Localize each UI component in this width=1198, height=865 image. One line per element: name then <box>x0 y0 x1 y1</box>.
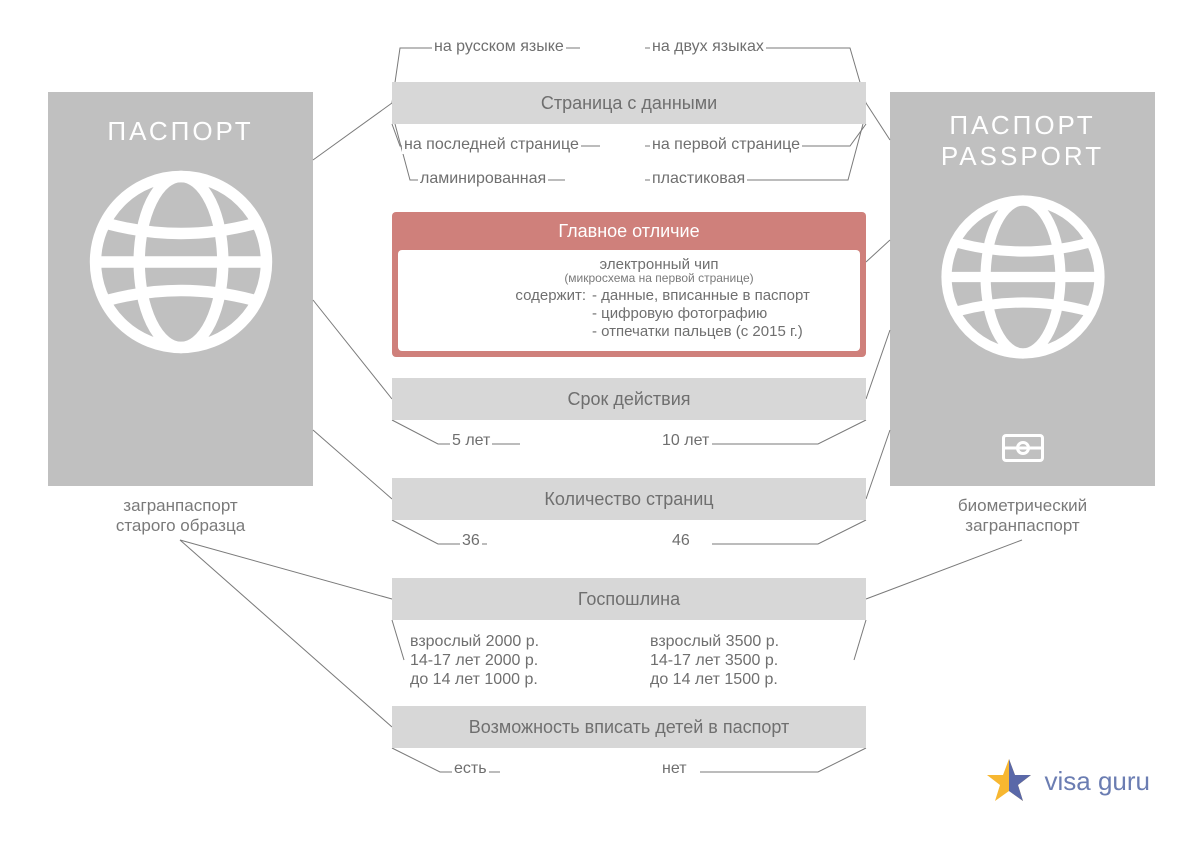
passport-bio-title-en: PASSPORT <box>890 141 1155 172</box>
section-main-diff: Главное отличие электронный чип (микросх… <box>392 212 866 357</box>
main-diff-title: Главное отличие <box>392 212 866 250</box>
globe-icon <box>938 192 1108 362</box>
lang-right-label: на двух языках <box>650 38 766 56</box>
validity-left: 5 лет <box>450 432 492 450</box>
contains-items: - данные, вписанные в паспорт - цифровую… <box>592 287 852 341</box>
fee-left: взрослый 2000 р. 14-17 лет 2000 р. до 14… <box>408 632 541 690</box>
section-fee: Госпошлина <box>392 578 866 620</box>
mat-right-label: пластиковая <box>650 170 747 188</box>
pos-right-label: на первой странице <box>650 136 802 154</box>
contains-label: содержит: <box>406 287 592 341</box>
passport-biometric: ПАСПОРТ PASSPORT <box>890 92 1155 486</box>
globe-icon <box>86 167 276 357</box>
logo-star-icon <box>985 757 1033 805</box>
section-validity: Срок действия <box>392 378 866 420</box>
section-children: Возможность вписать детей в паспорт <box>392 706 866 748</box>
passport-old-title: ПАСПОРТ <box>48 116 313 147</box>
passport-bio-title-ru: ПАСПОРТ <box>890 110 1155 141</box>
children-left: есть <box>452 760 489 778</box>
visa-guru-logo: visa guru <box>985 757 1151 805</box>
main-diff-body: электронный чип (микросхема на первой ст… <box>398 250 860 351</box>
pages-left: 36 <box>460 532 482 550</box>
section-pages: Количество страниц <box>392 478 866 520</box>
passport-old: ПАСПОРТ <box>48 92 313 486</box>
passport-old-caption: загранпаспорт старого образца <box>48 496 313 537</box>
pages-right: 46 <box>670 532 692 550</box>
children-right: нет <box>660 760 689 778</box>
lang-left-label: на русском языке <box>432 38 566 56</box>
pos-left-label: на последней странице <box>402 136 581 154</box>
infographic-canvas: ПАСПОРТ загранпаспорт старого образца ПА… <box>0 0 1198 865</box>
logo-text: visa guru <box>1045 766 1151 797</box>
passport-bio-caption: биометрический загранпаспорт <box>890 496 1155 537</box>
section-data-page: Страница с данными <box>392 82 866 124</box>
chip-icon <box>1002 434 1044 462</box>
mat-left-label: ламинированная <box>418 170 548 188</box>
validity-right: 10 лет <box>660 432 711 450</box>
chip-sublabel: (микросхема на первой странице) <box>466 271 852 285</box>
fee-right: взрослый 3500 р. 14-17 лет 3500 р. до 14… <box>648 632 781 690</box>
